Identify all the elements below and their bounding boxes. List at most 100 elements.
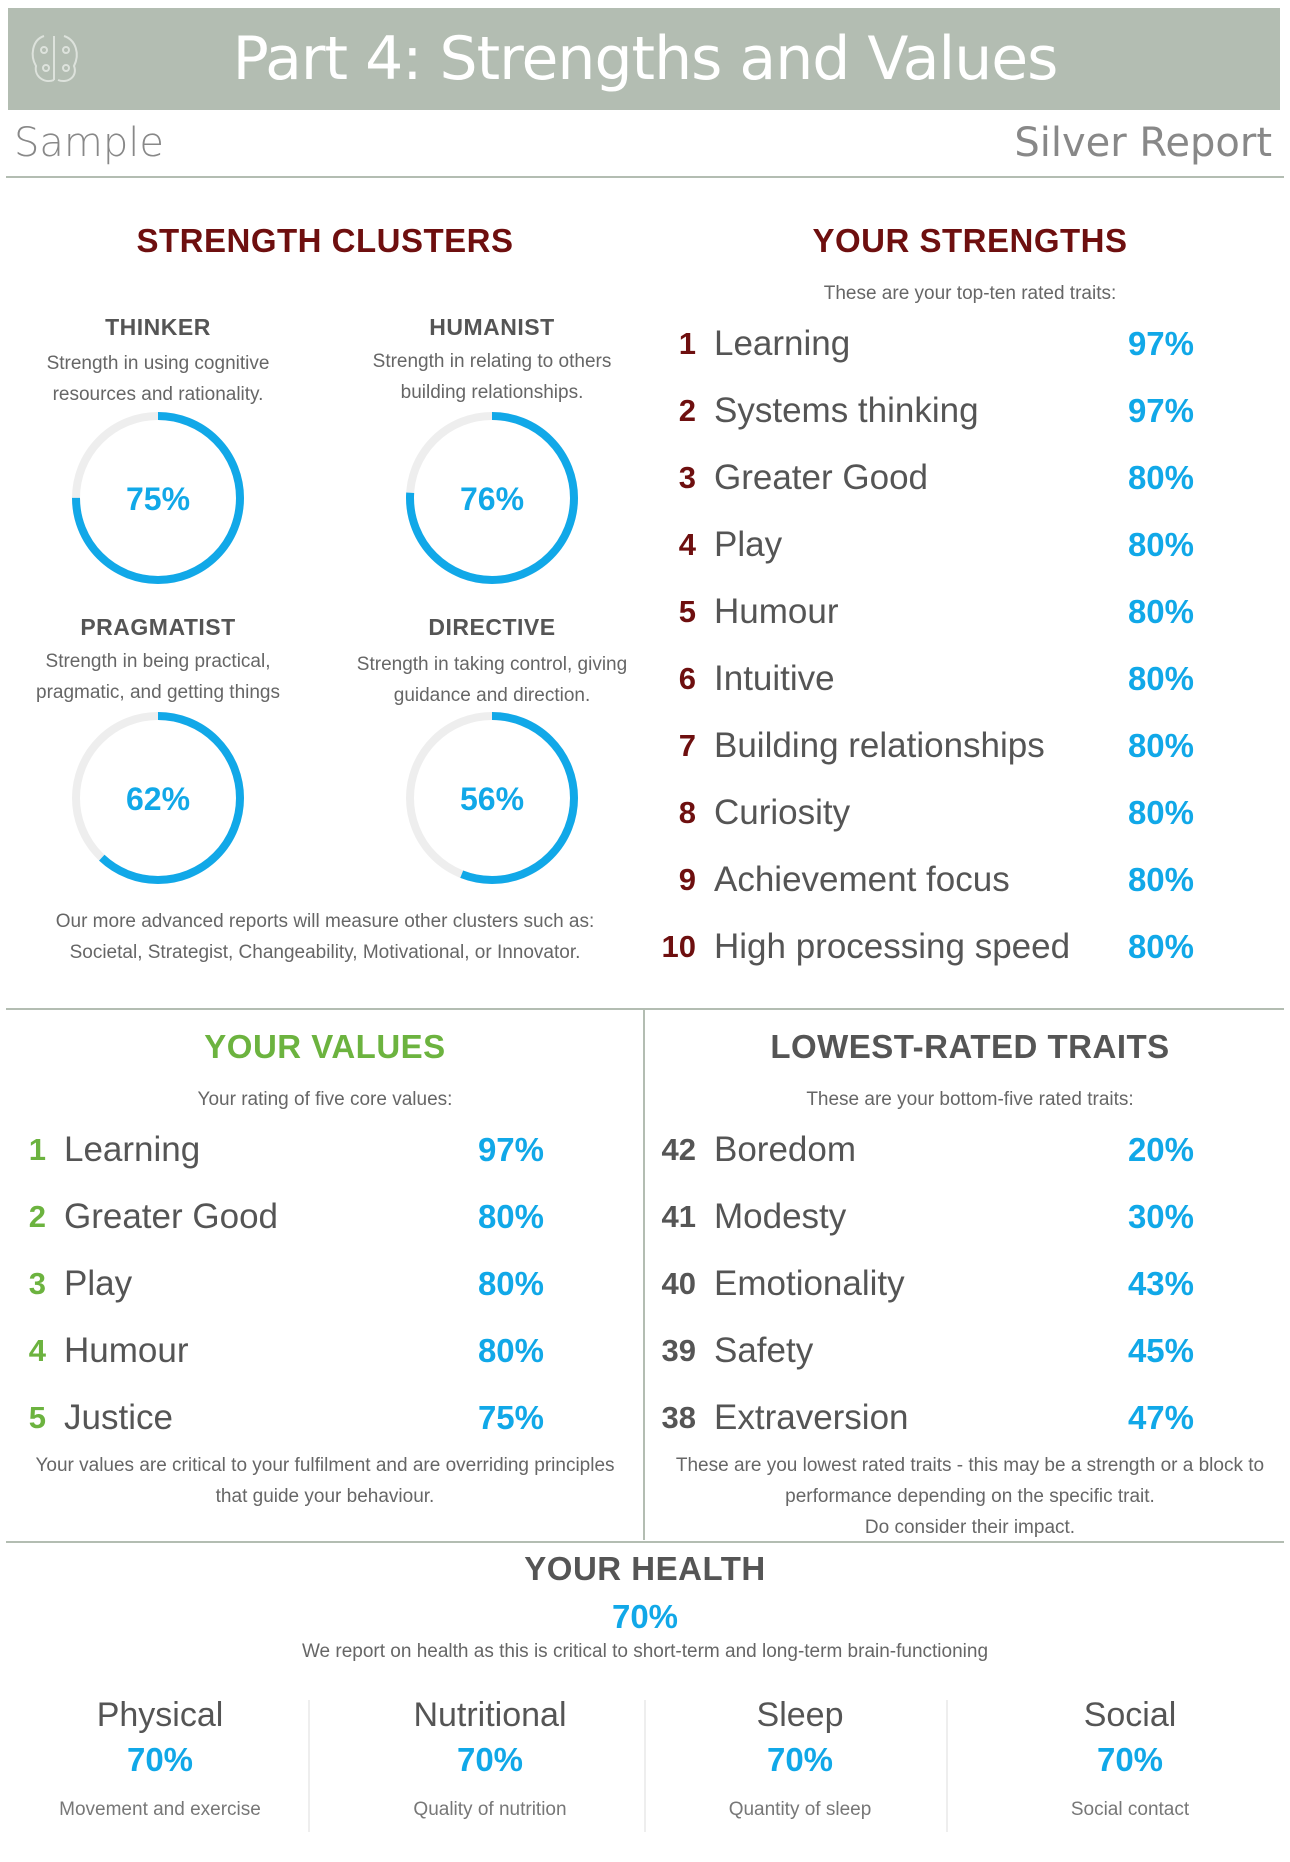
health-sleep-desc: Quantity of sleep: [728, 1799, 872, 1820]
cluster-directive-pct: 56%: [460, 781, 524, 817]
strengths-trait: Achievement focus: [714, 859, 1010, 899]
lowest-row: 42 Boredom 20%: [650, 1116, 1220, 1183]
cluster-humanist-desc-2: building relationships.: [400, 382, 584, 403]
lowest-pct: 47%: [1127, 1398, 1194, 1436]
lowest-rank: 40: [661, 1265, 696, 1301]
strengths-pct: 80%: [1127, 927, 1194, 965]
report-type: Silver Report: [1014, 120, 1272, 166]
values-rank: 5: [28, 1399, 46, 1435]
health-social-desc: Social contact: [1070, 1799, 1190, 1820]
values-pct: 97%: [477, 1130, 544, 1168]
values-trait: Humour: [64, 1330, 189, 1370]
values-rank: 2: [28, 1198, 46, 1234]
strengths-rank: 7: [678, 727, 696, 763]
cluster-directive-name: DIRECTIVE: [428, 614, 556, 640]
lowest-trait: Extraversion: [714, 1397, 909, 1437]
strengths-pct: 80%: [1127, 659, 1194, 697]
health-nutritional-label: Nutritional: [413, 1696, 567, 1734]
values-subtitle: Your rating of five core values:: [197, 1089, 453, 1110]
strengths-trait: Building relationships: [714, 725, 1045, 765]
lowest-list: 42 Boredom 20% 41 Modesty 30% 40 Emotionality 43…: [650, 1116, 1220, 1451]
cluster-pragmatist-pct: 62%: [126, 781, 190, 817]
lowest-note-2: performance depending on the specific tr…: [785, 1486, 1155, 1507]
cluster-directive-desc-1: Strength in taking control, giving: [356, 654, 628, 675]
clusters-note-2: Societal, Strategist, Changeability, Mot…: [69, 942, 581, 963]
values-rank: 3: [28, 1265, 46, 1301]
health-sleep-pct: 70%: [766, 1741, 834, 1778]
lowest-rank: 41: [661, 1198, 696, 1234]
report-subject: Sample: [14, 120, 164, 166]
strengths-rank: 10: [661, 928, 696, 964]
lowest-pct: 20%: [1127, 1130, 1194, 1168]
health-social-label: Social: [1083, 1696, 1177, 1734]
lowest-note-1: These are you lowest rated traits - this…: [675, 1455, 1265, 1476]
strengths-trait: Greater Good: [714, 457, 928, 497]
header-banner: [8, 8, 1280, 110]
lowest-rank: 38: [661, 1399, 696, 1435]
lowest-pct: 45%: [1127, 1331, 1194, 1369]
health-sep-1: [308, 1700, 310, 1832]
strengths-trait: Learning: [714, 323, 851, 363]
cluster-thinker-pct: 75%: [126, 481, 190, 517]
strengths-subtitle: These are your top-ten rated traits:: [823, 283, 1117, 304]
strengths-trait: Play: [714, 524, 783, 564]
strengths-rank: 2: [678, 392, 696, 428]
lowest-pct: 30%: [1127, 1197, 1194, 1235]
health-social: Social 70% Social contact: [970, 1696, 1290, 1821]
values-note-1: Your values are critical to your fulfilm…: [35, 1455, 615, 1476]
cluster-pragmatist-name: PRAGMATIST: [80, 614, 236, 640]
health-physical: Physical 70% Movement and exercise: [0, 1696, 320, 1821]
lowest-trait: Boredom: [714, 1129, 857, 1169]
health-nutritional-pct: 70%: [456, 1741, 524, 1778]
lowest-trait: Safety: [714, 1330, 814, 1370]
header-divider: [6, 176, 1284, 178]
values-pct: 80%: [477, 1331, 544, 1369]
strengths-row: 1 Learning 97%: [650, 310, 1220, 377]
cluster-humanist-name: HUMANIST: [429, 314, 555, 340]
health-nutritional: Nutritional 70% Quality of nutrition: [330, 1696, 650, 1821]
cluster-thinker-desc-2: resources and rationality.: [52, 384, 264, 405]
cluster-thinker-ring: 75%: [72, 412, 244, 584]
strengths-row: 9 Achievement focus 80%: [650, 846, 1220, 913]
strengths-rank: 5: [678, 593, 696, 629]
values-title: YOUR VALUES: [204, 1028, 446, 1065]
strengths-rank: 4: [678, 526, 696, 562]
strengths-rank: 3: [678, 459, 696, 495]
cluster-thinker-desc-1: Strength in using cognitive: [46, 353, 270, 374]
cluster-directive-desc-2: guidance and direction.: [393, 685, 591, 706]
values-trait: Justice: [64, 1397, 173, 1437]
brain-logo-icon: [31, 35, 78, 82]
lowest-note-3: Do consider their impact.: [864, 1517, 1076, 1538]
values-pct: 75%: [477, 1398, 544, 1436]
health-divider: [6, 1541, 1284, 1543]
values-row: 1 Learning 97%: [10, 1116, 580, 1183]
strengths-pct: 80%: [1127, 860, 1194, 898]
health-sleep: Sleep 70% Quantity of sleep: [640, 1696, 960, 1821]
values-note-2: that guide your behaviour.: [215, 1486, 435, 1507]
cluster-directive-ring: 56%: [406, 712, 578, 884]
lowest-title: LOWEST-RATED TRAITS: [770, 1028, 1170, 1065]
values-trait: Greater Good: [64, 1196, 278, 1236]
cluster-pragmatist-ring: 62%: [72, 712, 244, 884]
strengths-pct: 80%: [1127, 525, 1194, 563]
strengths-row: 6 Intuitive 80%: [650, 645, 1220, 712]
values-row: 4 Humour 80%: [10, 1317, 580, 1384]
strengths-trait: High processing speed: [714, 926, 1071, 966]
lowest-row: 39 Safety 45%: [650, 1317, 1220, 1384]
strengths-trait: Intuitive: [714, 658, 835, 698]
lowest-subtitle: These are your bottom-five rated traits:: [806, 1089, 1134, 1110]
page-title: Part 4: Strengths and Values: [232, 24, 1059, 94]
values-trait: Learning: [64, 1129, 201, 1169]
lowest-row: 40 Emotionality 43%: [650, 1250, 1220, 1317]
strengths-pct: 80%: [1127, 726, 1194, 764]
health-subtitle: We report on health as this is critical …: [301, 1641, 989, 1662]
cluster-pragmatist-desc-1: Strength in being practical,: [45, 651, 271, 672]
strengths-title: YOUR STRENGTHS: [812, 222, 1128, 259]
values-list: 1 Learning 97% 2 Greater Good 80% 3 Play 80% 4 Hum…: [10, 1116, 580, 1451]
values-rank: 4: [28, 1332, 46, 1368]
strengths-row: 10 High processing speed 80%: [650, 913, 1220, 980]
lowest-trait: Emotionality: [714, 1263, 905, 1303]
strengths-pct: 97%: [1127, 324, 1194, 362]
health-sep-2: [644, 1700, 646, 1832]
health-physical-label: Physical: [96, 1696, 224, 1734]
